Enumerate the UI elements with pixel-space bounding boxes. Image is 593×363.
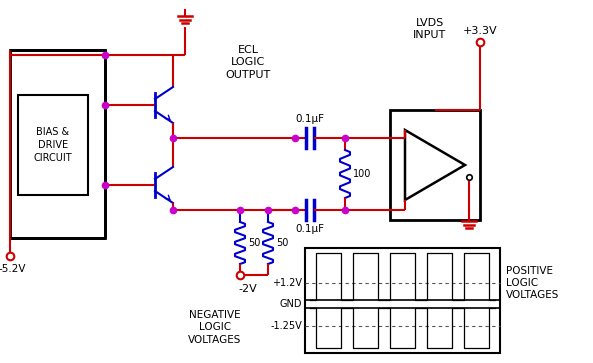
Bar: [305, 248, 500, 353]
Text: GND: GND: [279, 299, 302, 309]
Text: 100: 100: [353, 169, 371, 179]
Text: LVDS
INPUT: LVDS INPUT: [413, 17, 447, 40]
Text: POSITIVE
LOGIC
VOLTAGES: POSITIVE LOGIC VOLTAGES: [506, 266, 559, 301]
Text: ECL
LOGIC
OUTPUT: ECL LOGIC OUTPUT: [225, 45, 270, 80]
Text: 0.1μF: 0.1μF: [295, 114, 324, 124]
Text: +1.2V: +1.2V: [272, 278, 302, 288]
Bar: [390, 110, 480, 220]
Bar: [18, 95, 88, 195]
Bar: [10, 50, 105, 238]
Text: BIAS &
DRIVE
CIRCUIT: BIAS & DRIVE CIRCUIT: [34, 127, 72, 163]
Text: 50: 50: [248, 238, 260, 248]
Text: +3.3V: +3.3V: [463, 26, 498, 36]
Text: -1.25V: -1.25V: [270, 321, 302, 331]
Text: 50: 50: [276, 238, 288, 248]
Text: NEGATIVE
LOGIC
VOLTAGES: NEGATIVE LOGIC VOLTAGES: [189, 310, 242, 345]
Text: 0.1μF: 0.1μF: [295, 224, 324, 234]
Text: -2V: -2V: [238, 284, 257, 294]
Text: -5.2V: -5.2V: [0, 264, 25, 274]
